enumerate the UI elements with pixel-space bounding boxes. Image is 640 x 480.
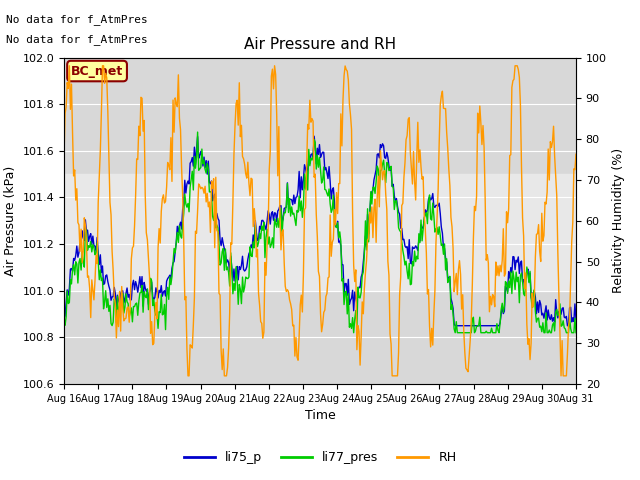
- Text: No data for f_AtmPres: No data for f_AtmPres: [6, 14, 148, 25]
- Text: No data for f_AtmPres: No data for f_AtmPres: [6, 34, 148, 45]
- Bar: [64, 174, 576, 291]
- Title: Air Pressure and RH: Air Pressure and RH: [244, 37, 396, 52]
- Text: BC_met: BC_met: [71, 64, 123, 78]
- X-axis label: Time: Time: [305, 409, 335, 422]
- Y-axis label: Relativity Humidity (%): Relativity Humidity (%): [612, 148, 625, 293]
- Y-axis label: Air Pressure (kPa): Air Pressure (kPa): [4, 166, 17, 276]
- Legend: li75_p, li77_pres, RH: li75_p, li77_pres, RH: [179, 446, 461, 469]
